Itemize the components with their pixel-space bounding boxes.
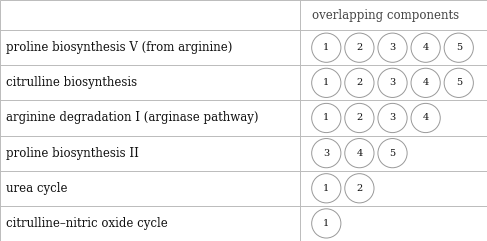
- Ellipse shape: [345, 68, 374, 97]
- Text: 1: 1: [323, 43, 329, 52]
- Ellipse shape: [312, 174, 341, 203]
- Ellipse shape: [378, 33, 407, 62]
- Ellipse shape: [378, 68, 407, 97]
- Text: 2: 2: [356, 43, 362, 52]
- Ellipse shape: [345, 139, 374, 168]
- Ellipse shape: [312, 33, 341, 62]
- Text: 3: 3: [390, 114, 395, 122]
- Text: 5: 5: [390, 149, 395, 158]
- Text: 1: 1: [323, 78, 329, 87]
- Ellipse shape: [444, 68, 473, 97]
- Text: 2: 2: [356, 78, 362, 87]
- Text: overlapping components: overlapping components: [312, 9, 459, 21]
- Text: 3: 3: [390, 43, 395, 52]
- Ellipse shape: [378, 139, 407, 168]
- Text: 2: 2: [356, 114, 362, 122]
- Ellipse shape: [312, 103, 341, 133]
- Text: arginine degradation I (arginase pathway): arginine degradation I (arginase pathway…: [6, 112, 258, 125]
- Text: 5: 5: [456, 78, 462, 87]
- Ellipse shape: [345, 33, 374, 62]
- Ellipse shape: [378, 103, 407, 133]
- Ellipse shape: [312, 139, 341, 168]
- Text: citrulline–nitric oxide cycle: citrulline–nitric oxide cycle: [6, 217, 168, 230]
- Ellipse shape: [345, 174, 374, 203]
- Text: 3: 3: [323, 149, 329, 158]
- Text: proline biosynthesis II: proline biosynthesis II: [6, 147, 139, 160]
- Ellipse shape: [312, 209, 341, 238]
- Text: 2: 2: [356, 184, 362, 193]
- Text: 1: 1: [323, 114, 329, 122]
- Text: 3: 3: [390, 78, 395, 87]
- Text: 4: 4: [356, 149, 362, 158]
- Text: urea cycle: urea cycle: [6, 182, 67, 195]
- Text: 1: 1: [323, 219, 329, 228]
- Text: 5: 5: [456, 43, 462, 52]
- Ellipse shape: [411, 103, 440, 133]
- Ellipse shape: [411, 33, 440, 62]
- Text: 1: 1: [323, 184, 329, 193]
- Text: 4: 4: [423, 43, 429, 52]
- Text: citrulline biosynthesis: citrulline biosynthesis: [6, 76, 137, 89]
- Ellipse shape: [312, 68, 341, 97]
- Text: proline biosynthesis V (from arginine): proline biosynthesis V (from arginine): [6, 41, 232, 54]
- Ellipse shape: [345, 103, 374, 133]
- Text: 4: 4: [423, 78, 429, 87]
- Ellipse shape: [411, 68, 440, 97]
- Text: 4: 4: [423, 114, 429, 122]
- Ellipse shape: [444, 33, 473, 62]
